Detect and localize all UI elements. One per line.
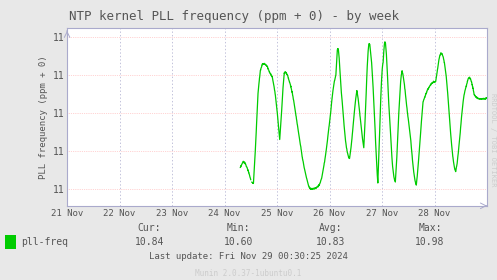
Text: Munin 2.0.37-1ubuntu0.1: Munin 2.0.37-1ubuntu0.1 xyxy=(195,269,302,278)
Text: 10.60: 10.60 xyxy=(224,237,253,247)
Text: 10.98: 10.98 xyxy=(415,237,445,247)
Text: Last update: Fri Nov 29 00:30:25 2024: Last update: Fri Nov 29 00:30:25 2024 xyxy=(149,252,348,261)
Text: Cur:: Cur: xyxy=(137,223,161,233)
Text: 10.83: 10.83 xyxy=(316,237,345,247)
Text: RRDTOOL / TOBI OETIKER: RRDTOOL / TOBI OETIKER xyxy=(490,93,496,187)
Text: Avg:: Avg: xyxy=(319,223,342,233)
Text: pll-freq: pll-freq xyxy=(21,237,68,247)
Text: 10.84: 10.84 xyxy=(134,237,164,247)
Y-axis label: PLL frequency (ppm + 0): PLL frequency (ppm + 0) xyxy=(39,55,48,179)
Text: Min:: Min: xyxy=(227,223,250,233)
Text: Max:: Max: xyxy=(418,223,442,233)
Text: NTP kernel PLL frequency (ppm + 0) - by week: NTP kernel PLL frequency (ppm + 0) - by … xyxy=(69,10,399,23)
